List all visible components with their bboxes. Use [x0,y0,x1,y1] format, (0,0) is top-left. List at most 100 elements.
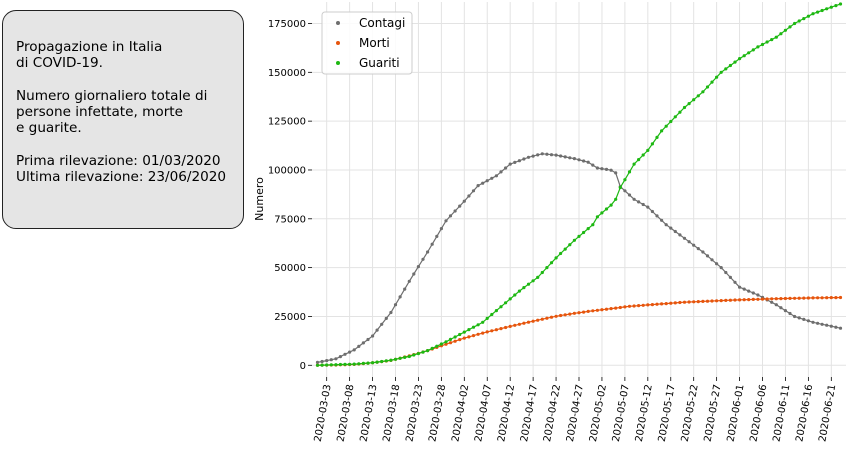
data-point [554,256,558,260]
data-point [609,203,613,207]
data-point [320,359,324,364]
data-point [793,21,797,26]
data-point [783,309,788,313]
data-point [650,142,655,146]
data-point [572,157,577,161]
data-point [641,153,645,157]
data-point [398,295,402,299]
data-point [637,304,641,308]
data-point [490,329,494,333]
data-point [811,320,815,324]
data-point [829,5,833,9]
y-tick-label: 0 [300,361,306,372]
data-point [774,35,778,39]
x-tick-label: 2020-05-02 [588,384,609,443]
x-tick-label: 2020-05-17 [657,384,678,443]
data-point [701,299,705,303]
data-point [669,119,673,124]
data-point [582,230,586,235]
data-point [719,70,723,74]
data-point [329,363,333,367]
data-point [545,266,549,270]
data-point [375,328,379,332]
data-point [563,313,567,317]
data-point [430,346,434,350]
data-point [320,363,324,367]
data-point [614,171,618,175]
data-point [545,152,549,156]
data-point [701,250,705,254]
data-point [540,152,544,156]
data-point [715,299,719,303]
data-point [632,197,636,201]
data-point [361,361,365,365]
data-point [559,251,563,256]
data-point [458,332,462,337]
data-point [641,303,645,307]
x-tick-label: 2020-05-12 [634,384,655,443]
data-point [508,162,512,166]
data-point [563,247,567,251]
data-point [802,296,806,300]
data-point [632,304,636,308]
data-point [747,298,751,302]
data-point [517,289,522,293]
x-tick-label: 2020-04-17 [519,384,540,443]
data-point [751,297,755,301]
legend-label: Morti [359,36,390,50]
data-point [352,348,356,352]
data-point [531,154,535,158]
data-point [494,174,498,178]
data-point [430,242,434,246]
data-point [435,344,439,348]
data-point [504,166,508,170]
data-point [371,361,375,365]
y-tick-label: 125000 [268,117,306,128]
data-point [458,338,462,342]
data-point [329,358,333,362]
data-point [660,129,664,133]
data-point [448,337,453,341]
data-point [393,357,398,361]
data-point [563,155,567,159]
data-point [325,363,329,367]
data-point [687,102,691,106]
data-point [577,234,581,238]
data-point [522,286,526,290]
data-point [499,327,503,331]
data-point [485,179,489,183]
data-point [797,316,801,320]
data-point [692,98,696,102]
data-point [343,362,347,366]
data-point [600,308,604,312]
data-point [462,330,466,334]
data-point [471,334,476,338]
data-point [549,315,554,319]
data-point [655,302,659,306]
data-point [760,297,765,301]
data-point [504,301,508,305]
data-point [504,325,508,330]
data-point [572,238,577,242]
data-point [481,320,485,324]
data-point [779,32,783,36]
data-point [453,209,457,213]
data-point [586,227,590,231]
data-point [816,10,820,14]
data-point [738,57,742,61]
data-point [623,189,627,193]
y-tick-label: 50000 [274,263,306,274]
data-point [481,181,485,185]
data-point [783,28,788,32]
x-tick-label: 2020-03-03 [313,384,334,443]
data-point [444,342,448,346]
data-point [655,135,659,139]
data-point [756,45,760,49]
grid-layer [312,2,846,377]
legend-marker [336,61,340,65]
data-point [738,298,742,302]
data-point [458,204,462,208]
data-point [747,289,751,293]
data-point [724,270,728,275]
